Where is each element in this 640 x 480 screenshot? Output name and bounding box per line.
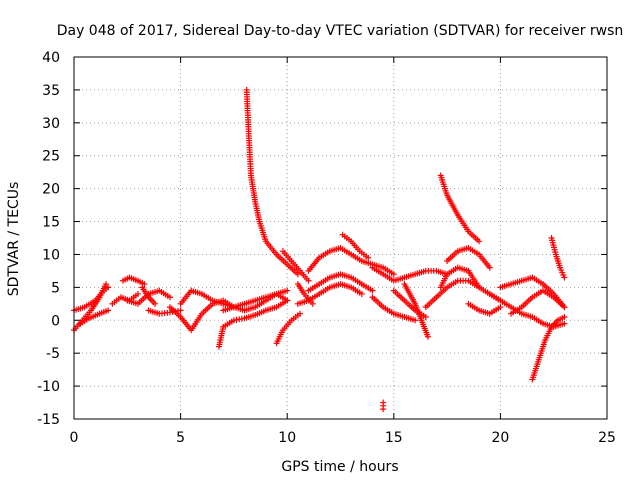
x-tick-label: 20	[491, 430, 509, 446]
data-point	[358, 290, 365, 297]
series-trace-33	[529, 313, 568, 383]
data-point	[561, 313, 568, 320]
series-trace-03	[77, 307, 112, 327]
data-point	[177, 307, 184, 314]
data-point	[561, 274, 568, 281]
data-point	[152, 300, 159, 307]
axis-ticks: 0 5 10 15 20 25 -15 -10 -5 0 5 10 15 20 25 30 35 40	[37, 50, 616, 446]
y-tick-label: 0	[51, 313, 60, 329]
data-point	[476, 284, 483, 291]
data-point	[141, 281, 148, 288]
data-point	[369, 287, 376, 294]
y-tick-label: -10	[37, 379, 60, 395]
series-trace-17	[305, 271, 376, 294]
data-point	[561, 320, 568, 327]
series-trace-11	[220, 287, 291, 314]
series-trace-13	[279, 248, 312, 284]
data-points	[71, 86, 568, 413]
data-point	[412, 317, 419, 324]
x-tick-label: 10	[278, 430, 296, 446]
x-tick-label: 5	[176, 430, 185, 446]
y-tick-label: 20	[42, 182, 60, 198]
y-tick-label: 25	[42, 149, 60, 165]
y-tick-label: -15	[37, 412, 60, 428]
data-point	[497, 304, 504, 311]
data-point	[166, 294, 173, 301]
series-trace-21	[380, 399, 387, 413]
y-tick-label: 15	[42, 215, 60, 231]
series-trace-18	[294, 281, 365, 307]
series-trace-28	[437, 172, 483, 245]
series-trace-14	[273, 310, 303, 347]
y-tick-label: 35	[42, 83, 60, 99]
data-point	[424, 333, 431, 340]
series-trace-35	[124, 287, 173, 307]
data-point	[365, 254, 372, 261]
y-tick-label: -5	[46, 346, 60, 362]
data-point	[134, 290, 141, 297]
y-tick-label: 5	[51, 280, 60, 296]
data-point	[309, 300, 316, 307]
data-point	[380, 406, 387, 413]
data-point	[284, 287, 291, 294]
series-trace-29	[465, 300, 504, 317]
series-trace-24	[401, 281, 431, 340]
plot-frame	[73, 56, 608, 420]
series-trace-06	[139, 284, 159, 307]
series-trace-34	[548, 235, 568, 281]
data-point	[294, 271, 301, 278]
y-tick-label: 40	[42, 50, 60, 66]
series-trace-22	[369, 264, 451, 284]
x-tick-label: 25	[598, 430, 616, 446]
series-trace-32	[508, 287, 568, 317]
data-point	[476, 238, 483, 245]
series-trace-20	[369, 294, 419, 324]
grid-lines	[74, 57, 607, 419]
x-tick-label: 0	[70, 430, 79, 446]
series-trace-27	[444, 244, 493, 271]
series-trace-09	[177, 287, 237, 311]
y-tick-label: 10	[42, 247, 60, 263]
series-trace-12	[243, 86, 301, 278]
data-point	[305, 277, 312, 284]
data-point	[296, 310, 303, 317]
data-point	[486, 264, 493, 271]
series-trace-19	[339, 231, 372, 261]
data-point	[105, 284, 112, 291]
series-trace-05	[120, 274, 148, 288]
data-point	[105, 307, 112, 314]
series-trace-10	[215, 297, 291, 350]
y-axis-label: SDTVAR / TECUs	[6, 182, 22, 297]
data-point	[284, 297, 291, 304]
x-tick-label: 15	[385, 430, 403, 446]
series-trace-16	[305, 244, 397, 278]
y-tick-label: 30	[42, 116, 60, 132]
data-point	[422, 313, 429, 320]
x-axis-label: GPS time / hours	[281, 459, 398, 475]
data-point	[561, 304, 568, 311]
chart-title: Day 048 of 2017, Sidereal Day-to-day VTE…	[57, 23, 624, 39]
data-point	[390, 271, 397, 278]
series-trace-26	[437, 264, 483, 291]
